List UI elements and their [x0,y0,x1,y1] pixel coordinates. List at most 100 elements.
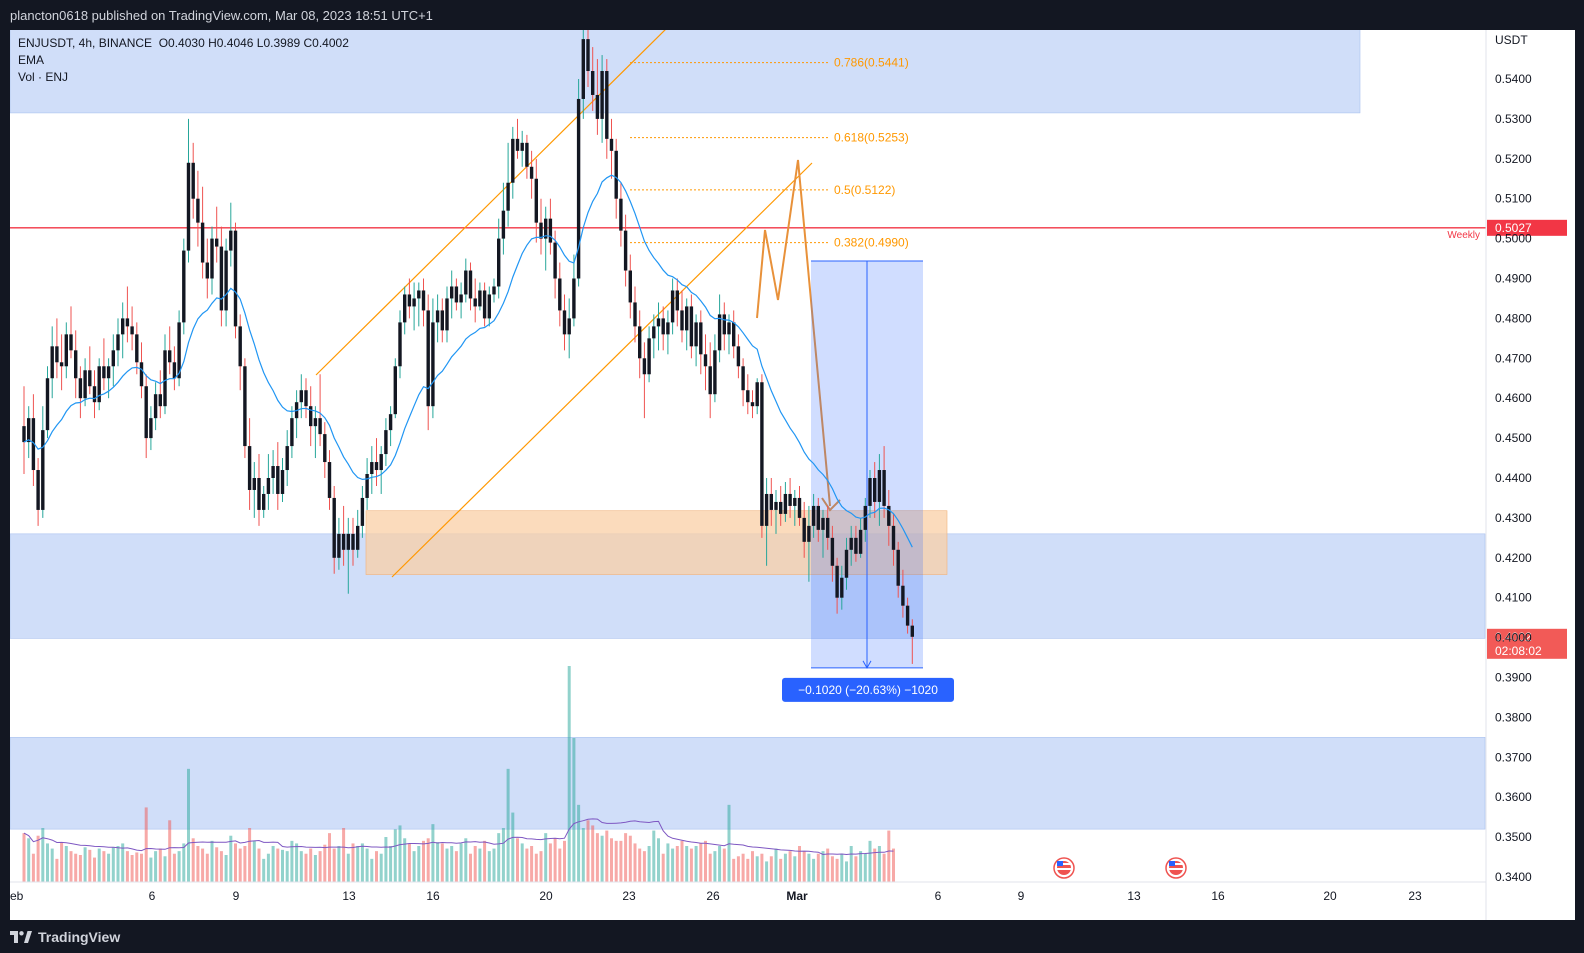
ema-line [23,174,913,548]
volume-bar [252,840,256,882]
candle-body [74,350,78,379]
volume-bar [234,843,237,882]
candle-body [614,150,618,199]
volume-bar [633,843,637,882]
price-tick-label: 0.4100 [1495,591,1532,605]
candle-body [694,322,698,347]
volume-bar [290,840,294,882]
candle-body [332,497,336,558]
volume-bar [318,851,322,882]
volume-bar [619,840,623,882]
volume-bar [751,851,754,882]
volume-bar [501,828,505,882]
candle-body [670,290,675,323]
candle-body [595,94,600,119]
volume-bar [835,858,839,882]
volume-bar [243,846,247,882]
legend-ema[interactable]: EMA [18,53,45,67]
channel-upper-line [315,30,666,376]
volume-bar [708,853,712,882]
volume-bar [182,843,186,882]
candle-body [22,426,26,443]
volume-bar [375,851,378,882]
volume-bar [783,853,787,882]
candle-body [27,418,31,443]
volume-bar [102,851,106,882]
volume-bar [55,858,59,882]
candle-body [450,286,454,299]
volume-bar [769,856,773,882]
legend-symbol-name: ENJUSDT, 4h, BINANCE [18,36,153,50]
candle-body [623,230,628,271]
candle-body [191,162,195,199]
zone-demand [10,737,1486,830]
candle-body [882,470,886,506]
candle-body [609,138,614,151]
volume-bar [868,840,872,882]
time-tick-label: 13 [342,889,356,903]
candle-body [78,378,83,399]
volume-bar [483,840,487,882]
volume-bar [69,851,73,882]
price-tick-label: 0.5100 [1495,192,1532,206]
price-tick-label: 0.5000 [1495,232,1532,246]
candle-body [384,430,388,455]
candle-body [412,298,416,307]
volume-bar [370,858,374,882]
candle-body [144,386,148,439]
candle-body [816,505,820,530]
us-flag-icon-stripe [1057,868,1071,870]
volume-bar [431,824,435,882]
fib-level-label: 0.382(0.4990) [834,236,909,250]
candle-body [783,493,788,514]
volume-bar [887,830,891,882]
volume-bar [581,828,585,882]
legend-symbol[interactable]: ENJUSDT, 4h, BINANCE O0.4030 H0.4046 L0.… [18,35,349,52]
volume-bar [379,853,383,882]
volume-bar [27,838,31,882]
volume-bar [389,846,393,882]
volume-bar [779,858,783,882]
candle-body [196,198,200,223]
volume-bar [266,853,270,882]
volume-bar [46,843,49,882]
candle-body [840,577,844,598]
candle-body [219,246,224,311]
price-chart[interactable]: 0.786(0.5441) 0.618(0.5253) 0.5(0.5122) 0.3… [10,30,1575,920]
candle-body [116,334,120,351]
legend-volume[interactable]: Vol · ENJ [18,70,69,84]
candle-body [567,318,571,335]
candle-body [327,462,332,498]
volume-bar [445,848,449,882]
candle-body [891,525,896,550]
us-flag-event-icon [1165,857,1187,879]
candle-body [605,71,609,139]
brand-name: TradingView [38,929,121,945]
price-tick-label: 0.3800 [1495,710,1532,724]
chart-area[interactable]: 0.786(0.5441) 0.618(0.5253) 0.5(0.5122) 0.3… [10,30,1575,920]
candle-body [910,625,914,637]
brand[interactable]: TradingView [10,929,120,945]
candle-body [849,537,853,550]
volume-bar [553,838,557,882]
volume-bar [661,853,665,882]
candle-body [760,382,764,526]
time-tick-label: 6 [149,889,156,903]
volume-bar [450,846,454,882]
volume-bar [520,843,524,882]
volume-bar [567,666,571,882]
volume-bar [121,843,125,882]
volume-bar [281,849,284,882]
candle-body [821,517,825,530]
volume-bar [798,846,801,882]
candle-body [905,605,910,626]
measure-label: −0.1020 (−20.63%) −1020 [798,683,938,697]
candle-body [826,517,830,538]
volume-bar [219,851,223,882]
volume-bar [699,843,703,882]
volume-bar [671,848,675,882]
channel-lower-line [391,162,813,578]
us-flag-event-icon [1053,857,1075,879]
time-tick-label: 9 [233,889,240,903]
volume-bar [248,828,252,882]
